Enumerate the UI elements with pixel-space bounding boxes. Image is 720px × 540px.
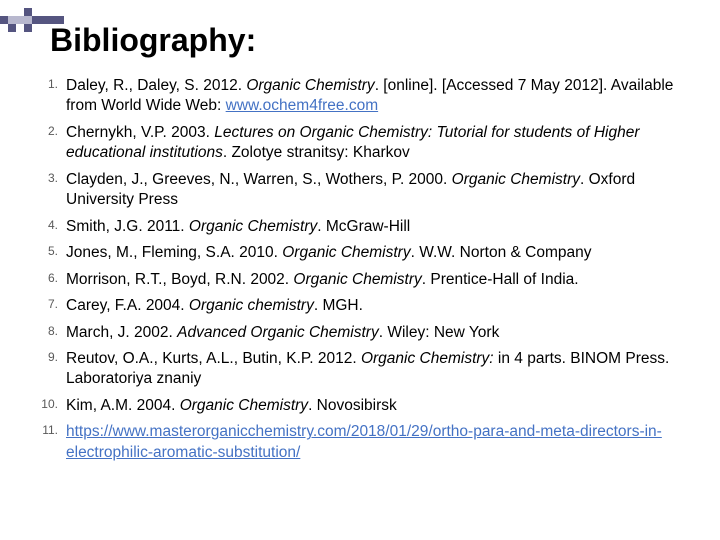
list-item: Carey, F.A. 2004. Organic chemistry. MGH… bbox=[34, 296, 700, 316]
list-item: Kim, A.M. 2004. Organic Chemistry. Novos… bbox=[34, 396, 700, 416]
reference-text: . MGH. bbox=[314, 297, 363, 314]
reference-text: Carey, F.A. 2004. bbox=[66, 297, 189, 314]
reference-title: Organic Chemistry bbox=[246, 77, 374, 94]
reference-text: March, J. 2002. bbox=[66, 324, 177, 341]
reference-text: . Prentice-Hall of India. bbox=[422, 271, 579, 288]
reference-text: . W.W. Norton & Company bbox=[411, 244, 592, 261]
reference-text: . Zolotye stranitsy: Kharkov bbox=[223, 144, 410, 161]
list-item: Jones, M., Fleming, S.A. 2010. Organic C… bbox=[34, 243, 700, 263]
reference-title: Organic Chemistry bbox=[180, 397, 308, 414]
list-item: Reutov, O.A., Kurts, A.L., Butin, K.P. 2… bbox=[34, 349, 700, 390]
reference-title: Organic Chemistry bbox=[189, 218, 317, 235]
reference-text: Reutov, O.A., Kurts, A.L., Butin, K.P. 2… bbox=[66, 350, 361, 367]
reference-text: Morrison, R.T., Boyd, R.N. 2002. bbox=[66, 271, 293, 288]
reference-link[interactable]: www.ochem4free.com bbox=[226, 97, 378, 114]
list-item: Morrison, R.T., Boyd, R.N. 2002. Organic… bbox=[34, 270, 700, 290]
bibliography-list: Daley, R., Daley, S. 2012. Organic Chemi… bbox=[34, 76, 700, 469]
reference-text: Clayden, J., Greeves, N., Warren, S., Wo… bbox=[66, 171, 452, 188]
reference-text: Kim, A.M. 2004. bbox=[66, 397, 180, 414]
reference-text: . Wiley: New York bbox=[379, 324, 500, 341]
reference-title: Organic Chemistry: bbox=[361, 350, 494, 367]
reference-title: Organic Chemistry bbox=[293, 271, 421, 288]
reference-text: . Novosibirsk bbox=[308, 397, 397, 414]
reference-title: Organic Chemistry bbox=[282, 244, 410, 261]
reference-title: Organic Chemistry bbox=[452, 171, 580, 188]
reference-title: Advanced Organic Chemistry bbox=[177, 324, 379, 341]
reference-title: Organic chemistry bbox=[189, 297, 314, 314]
reference-text: . McGraw-Hill bbox=[317, 218, 410, 235]
reference-text: Chernykh, V.P. 2003. bbox=[66, 124, 214, 141]
reference-text: Daley, R., Daley, S. 2012. bbox=[66, 77, 246, 94]
list-item: Clayden, J., Greeves, N., Warren, S., Wo… bbox=[34, 170, 700, 211]
reference-text: Smith, J.G. 2011. bbox=[66, 218, 189, 235]
list-item: Smith, J.G. 2011. Organic Chemistry. McG… bbox=[34, 217, 700, 237]
reference-link[interactable]: https://www.masterorganicchemistry.com/2… bbox=[66, 423, 662, 460]
list-item: Chernykh, V.P. 2003. Lectures on Organic… bbox=[34, 123, 700, 164]
reference-text: Jones, M., Fleming, S.A. 2010. bbox=[66, 244, 282, 261]
page-title: Bibliography: bbox=[50, 22, 256, 59]
list-item: https://www.masterorganicchemistry.com/2… bbox=[34, 422, 700, 463]
list-item: Daley, R., Daley, S. 2012. Organic Chemi… bbox=[34, 76, 700, 117]
list-item: March, J. 2002. Advanced Organic Chemist… bbox=[34, 323, 700, 343]
